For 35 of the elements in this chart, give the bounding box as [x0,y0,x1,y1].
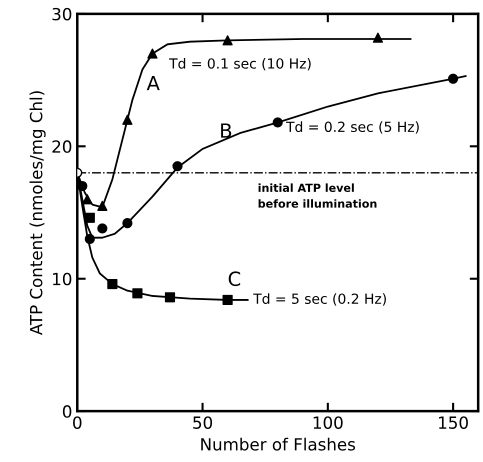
point [372,32,384,43]
series-label: B [221,123,232,138]
y-tick-label: 30 [52,8,72,20]
point [97,223,108,234]
y-tick-label: 10 [53,272,72,286]
point [172,161,183,172]
series-label: A [146,76,160,90]
x-tick-label: 100 [314,416,343,429]
y-tick-label: 0 [62,405,72,418]
y-axis-title: ATP Content (nmoles/mg Chl) [30,91,46,336]
point [147,48,158,59]
x-tick-label: 0 [73,416,82,429]
point [122,218,132,228]
series-label: Td = 0.1 sec (10 Hz) [169,58,311,70]
series-label: Td = 5 sec (0.2 Hz) [253,293,386,306]
point [132,288,142,298]
point [164,292,176,302]
point [84,234,95,244]
point [84,212,95,223]
x-tick-label: 150 [439,416,468,429]
point [222,35,233,46]
point [97,200,108,211]
series-label: C [228,271,240,286]
point [122,114,132,125]
point [107,278,118,290]
ref-line-label: initial ATP level before illumination [258,183,376,208]
x-axis-title: Number of Flashes [201,438,356,451]
point [272,117,283,128]
point [222,294,233,306]
y-tick-label: 20 [52,140,72,153]
x-tick-label: 50 [193,416,212,429]
point [448,74,458,84]
point [77,180,88,192]
series-label: Td = 0.2 sec (5 Hz) [286,121,419,134]
point [82,194,92,204]
